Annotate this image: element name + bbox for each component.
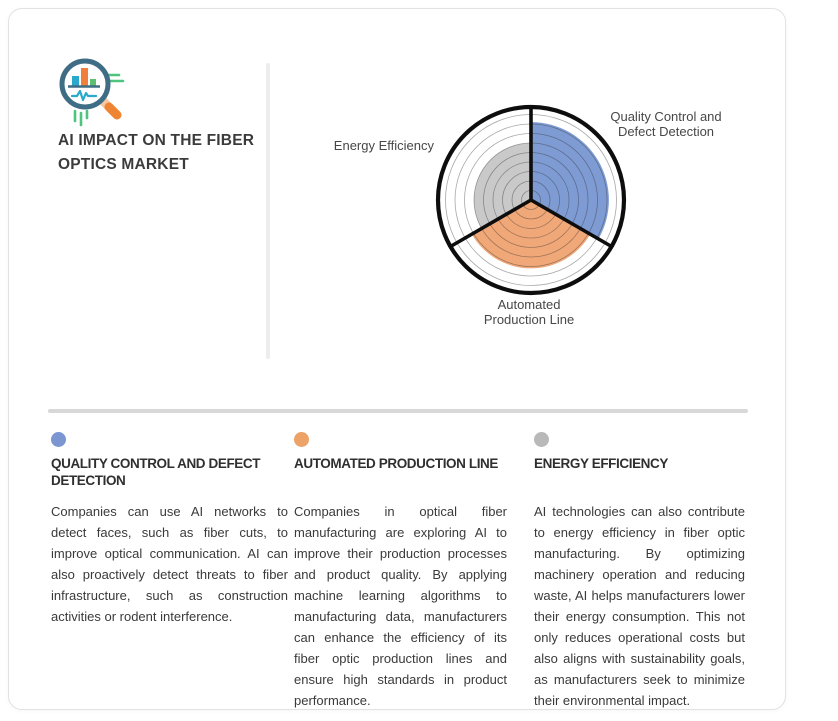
section-body: Companies in optical fiber manufacturing… <box>294 504 507 709</box>
section-quality-control: QUALITY CONTROL AND DEFECT DETECTION Com… <box>51 432 288 627</box>
bar-chart-magnifier-icon <box>55 55 127 127</box>
legend-dot-blue <box>51 432 66 447</box>
chart-label-automated-production: Automated Production Line <box>483 297 575 328</box>
section-body: Companies can use AI networks to detect … <box>51 504 288 625</box>
legend-dot-orange <box>294 432 309 447</box>
section-automated-production: AUTOMATED PRODUCTION LINE Companies in o… <box>294 432 507 711</box>
section-heading: QUALITY CONTROL AND DEFECT DETECTION <box>51 456 261 488</box>
legend-dot-gray <box>534 432 549 447</box>
chart-label-energy-efficiency: Energy Efficiency <box>333 138 434 153</box>
vertical-divider <box>266 63 270 359</box>
section-energy-efficiency: ENERGY EFFICIENCY AI technologies can al… <box>534 432 745 711</box>
infographic-card: AI IMPACT ON THE FIBER OPTICS MARKET Qua… <box>8 8 786 710</box>
page-title: AI IMPACT ON THE FIBER OPTICS MARKET <box>58 132 255 174</box>
chart-label-quality-control: Quality Control and Defect Detection <box>610 109 722 140</box>
horizontal-divider <box>48 409 748 413</box>
polar-area-chart <box>431 100 631 300</box>
section-heading: ENERGY EFFICIENCY <box>534 456 668 471</box>
section-body: AI technologies can also contribute to e… <box>534 504 745 709</box>
section-heading: AUTOMATED PRODUCTION LINE <box>294 456 498 471</box>
